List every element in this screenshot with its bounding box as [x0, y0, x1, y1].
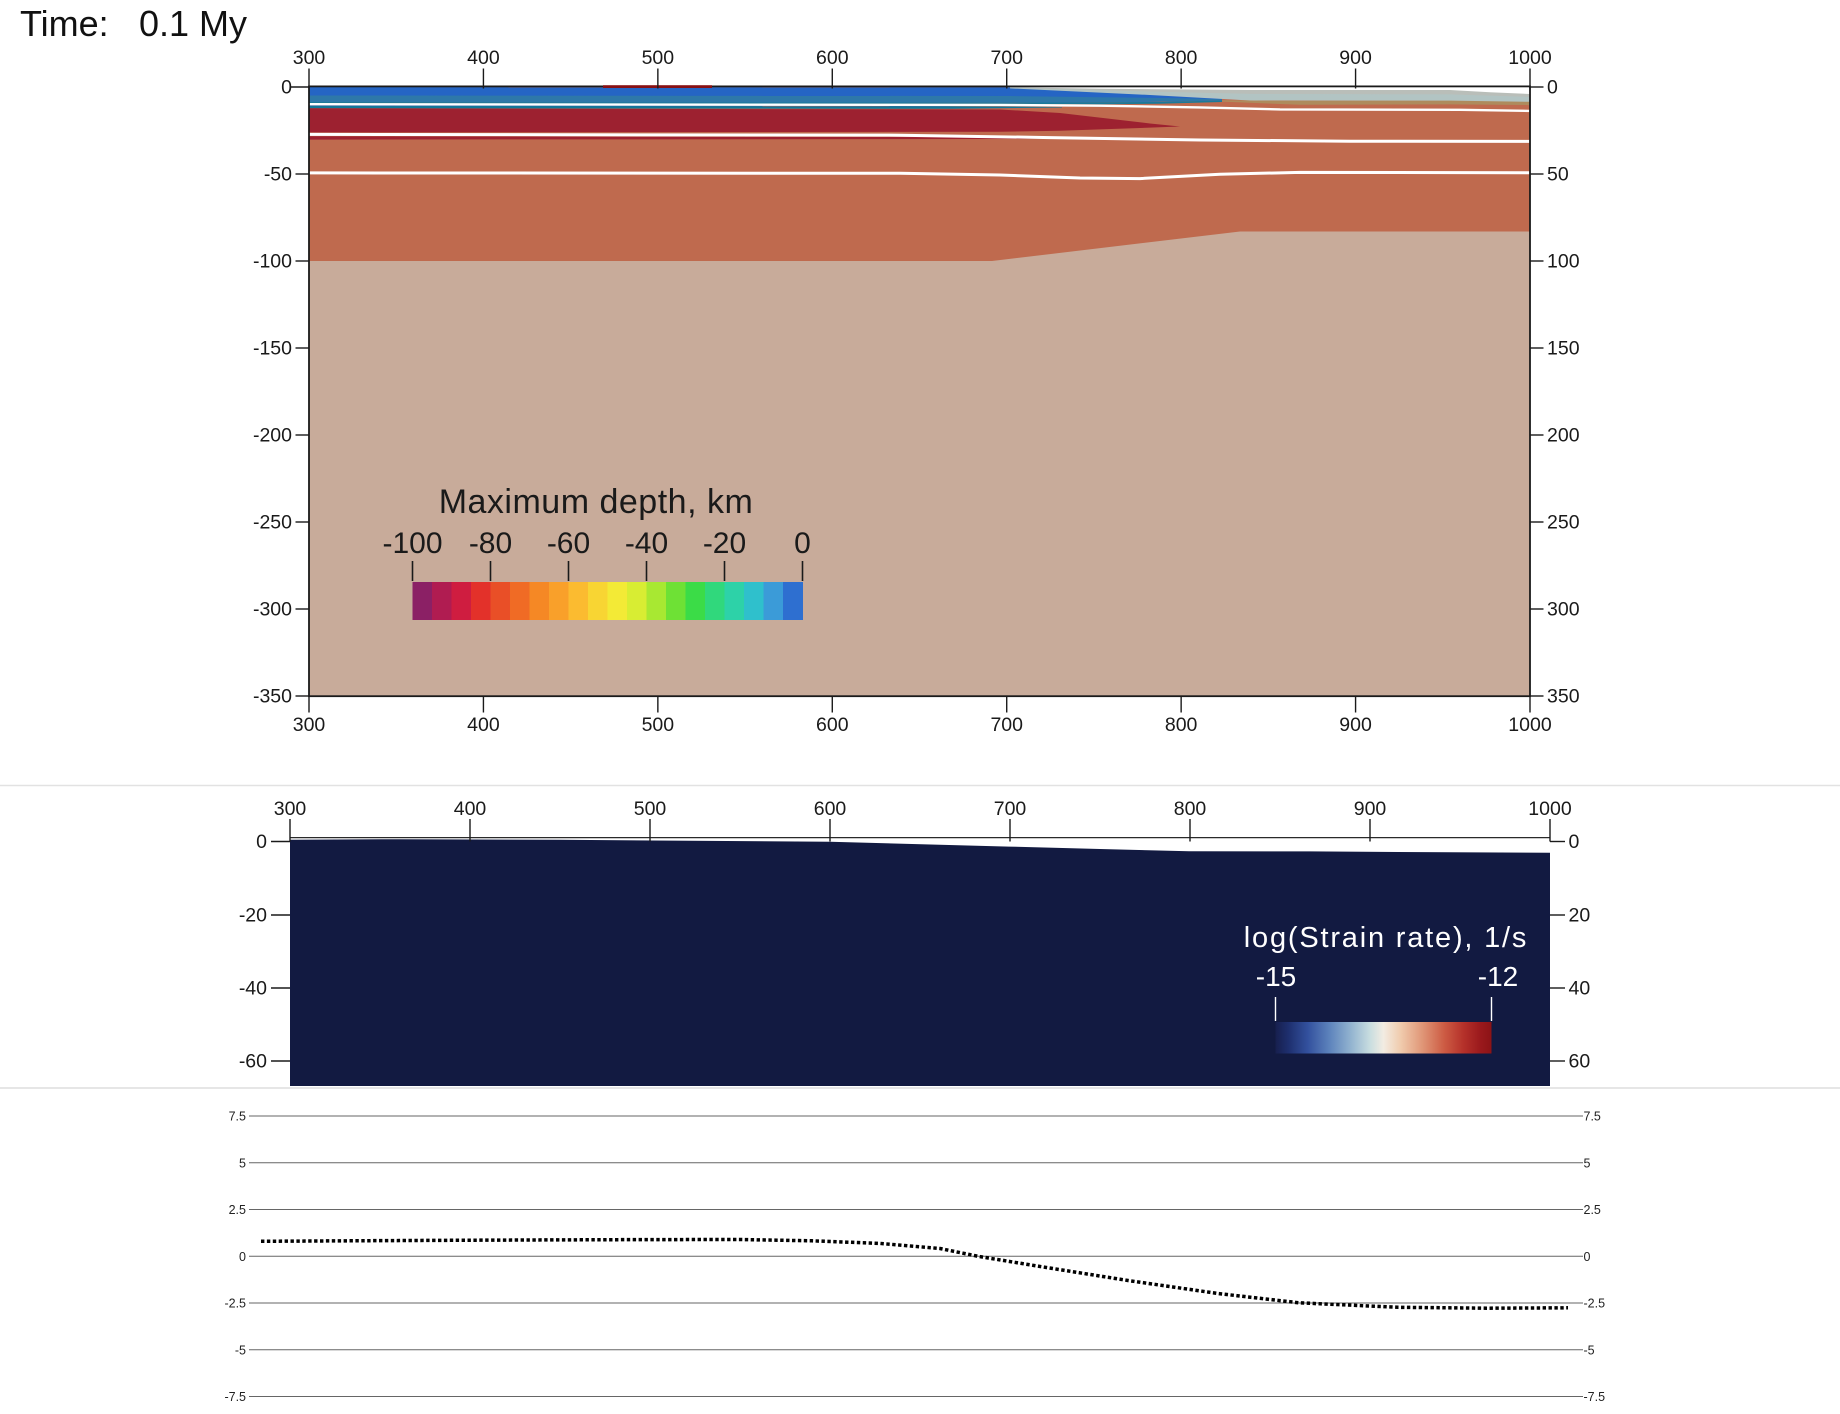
svg-text:-2.5: -2.5 [224, 1297, 246, 1311]
svg-text:600: 600 [816, 47, 849, 69]
svg-text:60: 60 [1569, 1051, 1591, 1073]
svg-text:2.5: 2.5 [1584, 1203, 1601, 1217]
svg-text:0: 0 [281, 77, 292, 99]
svg-text:0.1 My: 0.1 My [139, 3, 247, 44]
svg-text:400: 400 [467, 714, 500, 736]
svg-text:0: 0 [1569, 831, 1580, 853]
svg-text:900: 900 [1354, 798, 1387, 820]
svg-text:800: 800 [1165, 714, 1198, 736]
svg-text:-20: -20 [703, 527, 746, 560]
svg-text:600: 600 [814, 798, 847, 820]
svg-text:700: 700 [990, 714, 1023, 736]
svg-text:150: 150 [1547, 338, 1580, 360]
svg-text:40: 40 [1569, 978, 1591, 1000]
svg-text:300: 300 [293, 714, 326, 736]
svg-text:-100: -100 [253, 251, 292, 273]
svg-text:700: 700 [994, 798, 1027, 820]
svg-text:900: 900 [1339, 47, 1372, 69]
svg-text:0: 0 [239, 1250, 246, 1264]
svg-text:-250: -250 [253, 512, 292, 534]
svg-text:500: 500 [642, 714, 675, 736]
svg-text:-7.5: -7.5 [1584, 1390, 1606, 1404]
svg-text:-60: -60 [547, 527, 590, 560]
svg-text:400: 400 [467, 47, 500, 69]
svg-text:-40: -40 [625, 527, 668, 560]
svg-text:600: 600 [816, 714, 849, 736]
svg-text:-15: -15 [1256, 961, 1296, 992]
svg-text:500: 500 [642, 47, 675, 69]
svg-text:log(Strain rate), 1/s: log(Strain rate), 1/s [1244, 922, 1528, 954]
svg-text:Maximum depth, km: Maximum depth, km [439, 483, 754, 521]
svg-text:350: 350 [1547, 686, 1580, 708]
svg-text:-12: -12 [1478, 961, 1518, 992]
svg-text:20: 20 [1569, 905, 1591, 927]
svg-text:300: 300 [1547, 599, 1580, 621]
svg-text:-5: -5 [235, 1343, 246, 1357]
svg-text:0: 0 [794, 527, 811, 560]
svg-text:1000: 1000 [1528, 798, 1572, 820]
svg-text:1000: 1000 [1508, 47, 1552, 69]
svg-text:-300: -300 [253, 599, 292, 621]
svg-text:300: 300 [293, 47, 326, 69]
svg-text:-7.5: -7.5 [224, 1390, 246, 1404]
svg-text:-350: -350 [253, 686, 292, 708]
svg-text:-5: -5 [1584, 1343, 1595, 1357]
svg-text:-2.5: -2.5 [1584, 1297, 1606, 1311]
svg-text:-200: -200 [253, 425, 292, 447]
svg-text:700: 700 [990, 47, 1023, 69]
svg-text:900: 900 [1339, 714, 1372, 736]
svg-text:Time:: Time: [20, 3, 109, 44]
svg-text:5: 5 [239, 1156, 246, 1170]
svg-text:500: 500 [634, 798, 667, 820]
svg-text:400: 400 [454, 798, 487, 820]
svg-text:-80: -80 [469, 527, 512, 560]
svg-text:-50: -50 [264, 164, 292, 186]
svg-text:300: 300 [274, 798, 307, 820]
svg-text:7.5: 7.5 [1584, 1110, 1601, 1124]
svg-text:100: 100 [1547, 251, 1580, 273]
svg-text:0: 0 [1584, 1250, 1591, 1264]
svg-text:-20: -20 [239, 905, 267, 927]
svg-text:-40: -40 [239, 978, 267, 1000]
svg-text:7.5: 7.5 [229, 1110, 246, 1124]
svg-text:-60: -60 [239, 1051, 267, 1073]
svg-text:800: 800 [1174, 798, 1207, 820]
svg-text:5: 5 [1584, 1156, 1591, 1170]
svg-text:200: 200 [1547, 425, 1580, 447]
svg-text:2.5: 2.5 [229, 1203, 246, 1217]
svg-text:250: 250 [1547, 512, 1580, 534]
svg-text:50: 50 [1547, 164, 1569, 186]
svg-text:-150: -150 [253, 338, 292, 360]
svg-text:0: 0 [1547, 77, 1558, 99]
svg-text:1000: 1000 [1508, 714, 1552, 736]
svg-text:-100: -100 [382, 527, 442, 560]
svg-text:0: 0 [256, 831, 267, 853]
svg-text:800: 800 [1165, 47, 1198, 69]
